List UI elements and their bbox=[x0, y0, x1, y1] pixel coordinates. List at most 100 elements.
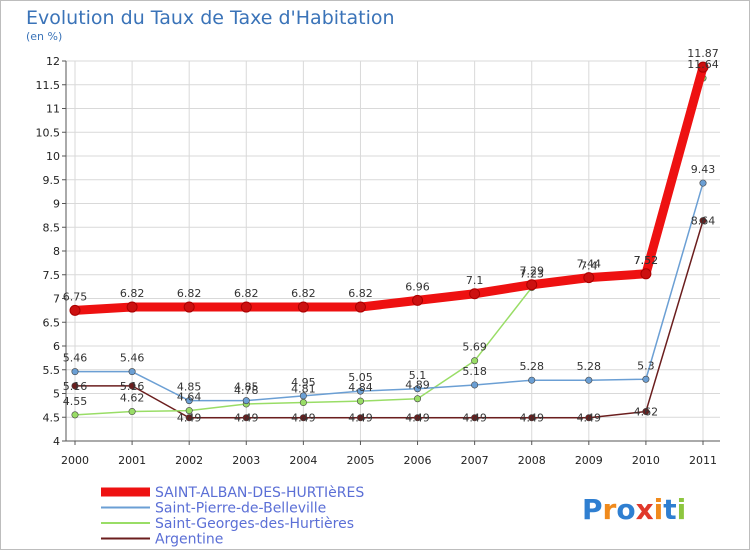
series-line-0 bbox=[74, 219, 704, 419]
chart-title: Evolution du Taux de Taxe d'Habitation bbox=[26, 7, 395, 29]
x-tick-label: 2003 bbox=[232, 454, 260, 467]
series-point bbox=[528, 376, 536, 384]
x-tick-label: 2004 bbox=[289, 454, 317, 467]
grid bbox=[66, 60, 720, 442]
x-tick-label: 2010 bbox=[632, 454, 660, 467]
series-point bbox=[471, 381, 479, 389]
series-point bbox=[414, 395, 422, 403]
series-point bbox=[699, 217, 707, 225]
series-point bbox=[528, 414, 536, 422]
data-label: 6.82 bbox=[291, 287, 316, 300]
data-label: 5.69 bbox=[462, 341, 487, 354]
y-tick-label: 7.5 bbox=[43, 269, 61, 282]
chart-subtitle: (en %) bbox=[26, 30, 62, 43]
data-label: 11.64 bbox=[687, 58, 719, 71]
series-point bbox=[71, 368, 79, 376]
series-point bbox=[128, 408, 136, 416]
y-tick-label: 10.5 bbox=[36, 126, 61, 139]
data-label: 5.28 bbox=[577, 360, 602, 373]
y-tick-label: 11.5 bbox=[36, 79, 61, 92]
y-tick-label: 11 bbox=[46, 103, 60, 116]
data-label: 7.23 bbox=[519, 268, 544, 281]
data-label: 4.49 bbox=[519, 412, 544, 425]
data-label: 5.05 bbox=[348, 371, 373, 384]
x-tick-label: 2009 bbox=[575, 454, 603, 467]
series-point bbox=[242, 397, 250, 405]
y-tick-label: 8.5 bbox=[43, 221, 61, 234]
data-label: 5.46 bbox=[120, 352, 145, 365]
legend: SAINT-ALBAN-DES-HURTIèRESSaint-Pierre-de… bbox=[101, 485, 364, 548]
series-point bbox=[69, 304, 81, 316]
series-point bbox=[414, 385, 422, 393]
data-label: 4.49 bbox=[462, 412, 487, 425]
series-point bbox=[356, 414, 364, 422]
data-label: 5.16 bbox=[63, 380, 88, 393]
data-label: 6.82 bbox=[120, 287, 145, 300]
axes: 44.555.566.577.588.599.51010.51111.51220… bbox=[36, 55, 720, 467]
data-label: 7.29 bbox=[519, 265, 544, 278]
series-point bbox=[412, 294, 424, 306]
x-tick-label: 2008 bbox=[518, 454, 546, 467]
logo-letter: i bbox=[677, 493, 687, 526]
data-label: 8.64 bbox=[691, 215, 716, 228]
series-point bbox=[299, 392, 307, 400]
y-tick-label: 6.5 bbox=[43, 316, 61, 329]
data-label: 6.82 bbox=[348, 287, 373, 300]
data-label: 4.95 bbox=[291, 376, 316, 389]
series-point bbox=[240, 301, 252, 313]
data-label: 4.62 bbox=[634, 406, 659, 419]
series-point bbox=[185, 407, 193, 415]
data-label: 9.43 bbox=[691, 163, 716, 176]
series-point bbox=[356, 387, 364, 395]
series bbox=[69, 61, 709, 422]
x-tick-label: 2001 bbox=[118, 454, 146, 467]
data-label: 4.49 bbox=[405, 412, 430, 425]
x-tick-label: 2000 bbox=[61, 454, 89, 467]
data-label: 4.62 bbox=[120, 392, 145, 405]
series-point bbox=[642, 408, 650, 416]
legend-label: SAINT-ALBAN-DES-HURTIèRES bbox=[155, 485, 364, 501]
series-line-2 bbox=[74, 182, 704, 402]
data-label: 7.52 bbox=[634, 254, 659, 267]
y-tick-label: 10 bbox=[46, 150, 60, 163]
x-tick-label: 2006 bbox=[404, 454, 432, 467]
logo-letter: r bbox=[603, 493, 617, 526]
data-label: 5.18 bbox=[462, 365, 487, 378]
y-tick-label: 4 bbox=[53, 435, 60, 448]
y-tick-label: 6 bbox=[53, 340, 60, 353]
series-point bbox=[183, 301, 195, 313]
series-point bbox=[356, 397, 364, 405]
y-tick-label: 4.5 bbox=[43, 411, 61, 424]
series-point bbox=[71, 411, 79, 419]
series-point bbox=[71, 382, 79, 390]
data-label: 5.28 bbox=[519, 360, 544, 373]
series-point bbox=[642, 375, 650, 383]
data-label: 7.44 bbox=[577, 258, 602, 271]
y-tick-label: 5.5 bbox=[43, 364, 61, 377]
series-point bbox=[526, 279, 538, 291]
data-label: 6.96 bbox=[405, 280, 430, 293]
data-label: 4.84 bbox=[348, 381, 373, 394]
series-point bbox=[471, 414, 479, 422]
series-point bbox=[128, 382, 136, 390]
legend-label: Saint-Pierre-de-Belleville bbox=[155, 501, 326, 517]
series-point bbox=[128, 368, 136, 376]
data-label: 11.87 bbox=[687, 47, 719, 60]
logo-letter: P bbox=[582, 493, 603, 526]
y-tick-label: 12 bbox=[46, 55, 60, 68]
y-tick-label: 8 bbox=[53, 245, 60, 258]
x-tick-label: 2007 bbox=[461, 454, 489, 467]
series-point bbox=[242, 414, 250, 422]
y-tick-label: 5 bbox=[53, 388, 60, 401]
series-line-3 bbox=[70, 62, 708, 315]
series-point bbox=[185, 414, 193, 422]
series-point bbox=[469, 288, 481, 300]
series-point bbox=[697, 61, 709, 73]
data-label: 4.49 bbox=[177, 412, 202, 425]
y-tick-label: 9.5 bbox=[43, 174, 61, 187]
data-label: 4.85 bbox=[177, 381, 202, 394]
data-label: 6.75 bbox=[63, 290, 88, 303]
data-label: 4.64 bbox=[177, 391, 202, 404]
series-point bbox=[414, 414, 422, 422]
